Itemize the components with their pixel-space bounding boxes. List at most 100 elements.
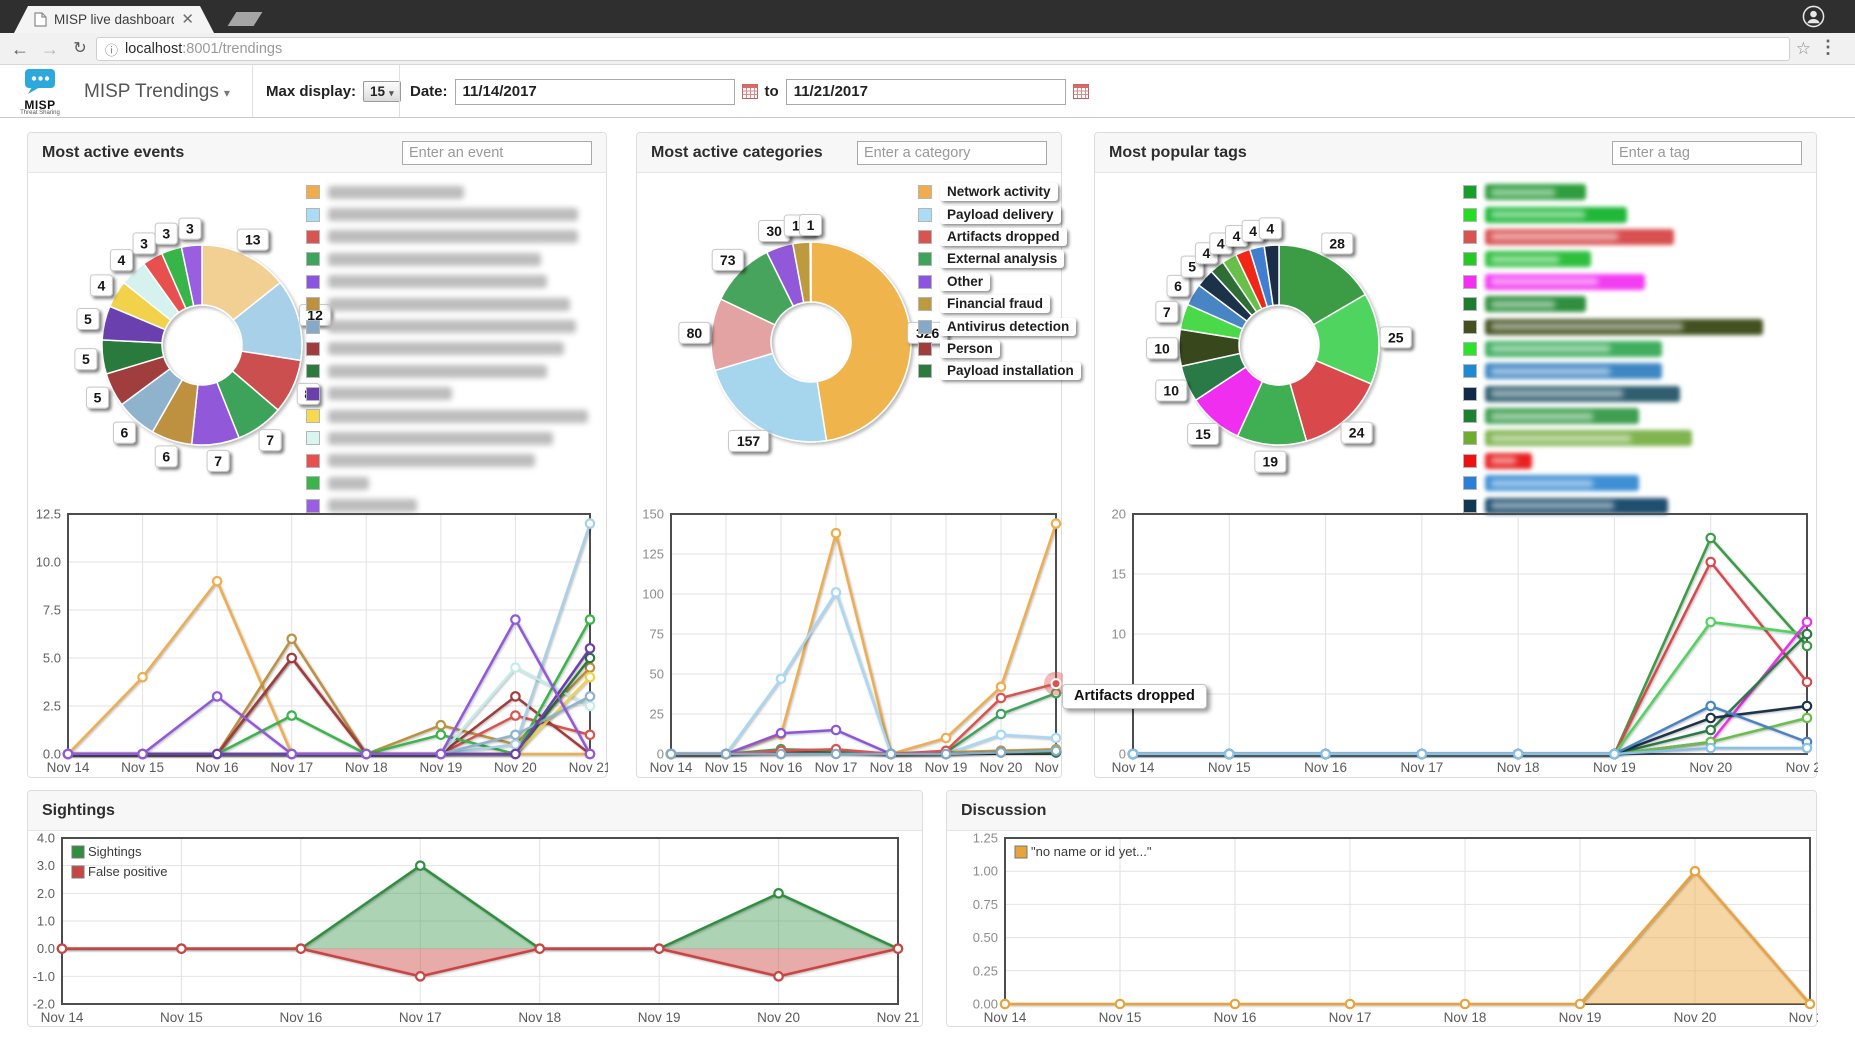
new-tab-button[interactable] <box>227 12 263 26</box>
legend-item[interactable] <box>1463 450 1763 472</box>
chart-point[interactable] <box>584 748 596 760</box>
donut-slice[interactable] <box>1278 244 1367 326</box>
legend-item[interactable] <box>1463 203 1763 225</box>
legend-item[interactable] <box>1463 293 1763 315</box>
chart-point[interactable] <box>1705 712 1717 724</box>
category-filter-input[interactable] <box>857 140 1047 165</box>
chart-point[interactable] <box>1344 998 1356 1010</box>
event-filter-input[interactable] <box>402 140 592 165</box>
date-to-input[interactable] <box>785 78 1066 105</box>
chart-point[interactable] <box>1801 742 1813 754</box>
legend-item[interactable] <box>306 405 588 427</box>
legend-item[interactable] <box>1463 427 1763 449</box>
profile-icon[interactable] <box>1802 5 1825 28</box>
chart-point[interactable] <box>62 748 74 760</box>
legend-item[interactable]: Payload installation <box>918 360 1081 382</box>
chart-point[interactable] <box>1801 628 1813 640</box>
legend-item[interactable] <box>306 450 588 472</box>
chart-point[interactable] <box>775 748 787 760</box>
chart-point[interactable] <box>510 729 521 741</box>
legend-item[interactable] <box>306 383 588 405</box>
chart-point[interactable] <box>995 729 1007 741</box>
legend-item[interactable] <box>306 271 588 293</box>
tag-filter-input[interactable] <box>1612 140 1802 165</box>
chart-point[interactable] <box>211 748 223 760</box>
chart-point[interactable] <box>584 671 596 683</box>
chart-point[interactable] <box>584 700 596 712</box>
chart-point[interactable] <box>286 633 298 645</box>
legend-item[interactable]: Other <box>918 271 1081 293</box>
chart-point[interactable] <box>830 748 842 760</box>
legend-item[interactable] <box>306 338 588 360</box>
chart-point[interactable] <box>286 710 298 721</box>
chart-point[interactable] <box>1804 998 1816 1010</box>
chart-point[interactable] <box>995 681 1007 693</box>
page-info-icon[interactable]: ⓘ <box>105 42 119 58</box>
chart-point[interactable] <box>1705 742 1717 754</box>
chart-point[interactable] <box>510 710 521 721</box>
chart-point[interactable] <box>584 518 596 529</box>
forward-button[interactable]: → <box>41 39 59 59</box>
legend-item[interactable]: Financial fraud <box>918 293 1081 315</box>
donut-slice[interactable] <box>1263 244 1280 307</box>
chart-point[interactable] <box>830 587 842 598</box>
calendar-icon[interactable] <box>1072 84 1089 99</box>
chart-point[interactable] <box>1801 712 1813 724</box>
chart-point[interactable] <box>1320 748 1331 760</box>
browser-tab[interactable]: MISP live dashboard ✕ <box>14 6 214 33</box>
chart-point[interactable] <box>1801 640 1813 652</box>
chart-point[interactable] <box>1705 556 1717 568</box>
legend-item[interactable] <box>306 427 588 449</box>
url-bar[interactable]: ⓘ localhost:8001/trendings <box>96 37 1790 61</box>
chart-point[interactable] <box>1705 616 1717 628</box>
legend-item[interactable] <box>306 203 588 225</box>
tab-close-icon[interactable]: ✕ <box>181 11 194 28</box>
legend-item[interactable] <box>1463 181 1763 203</box>
chart-point[interactable] <box>534 943 546 954</box>
donut-slice[interactable] <box>180 244 203 307</box>
legend-item[interactable] <box>1463 248 1763 270</box>
chart-point[interactable] <box>775 673 787 685</box>
chart-point[interactable] <box>1050 745 1062 757</box>
chart-point[interactable] <box>510 614 521 625</box>
chart-point[interactable] <box>885 748 897 760</box>
chart-point[interactable] <box>1705 532 1717 544</box>
legend-item[interactable] <box>306 472 588 494</box>
chart-point[interactable] <box>1801 676 1813 688</box>
chart-point[interactable] <box>1705 700 1717 712</box>
legend-item[interactable]: Network activity <box>918 181 1081 203</box>
misp-logo[interactable]: MISP Threat Sharing <box>14 68 66 116</box>
legend-item[interactable] <box>1463 472 1763 494</box>
chart-point[interactable] <box>995 708 1007 720</box>
legend-item[interactable] <box>1463 338 1763 360</box>
donut-slice[interactable] <box>810 241 912 442</box>
legend-item[interactable] <box>1463 360 1763 382</box>
legend-item[interactable]: Payload delivery <box>918 203 1081 225</box>
chart-point[interactable] <box>1512 748 1524 760</box>
chart-point[interactable] <box>665 748 677 760</box>
chart-point[interactable] <box>435 719 447 731</box>
chart-point[interactable] <box>56 943 68 954</box>
chart-point[interactable] <box>584 652 596 664</box>
chart-point[interactable] <box>653 943 665 954</box>
chart-point[interactable] <box>720 748 732 760</box>
chart-point[interactable] <box>510 748 521 760</box>
chart-point[interactable] <box>1574 998 1586 1010</box>
chart-point[interactable] <box>211 575 223 587</box>
reload-button[interactable]: ↻ <box>73 40 87 57</box>
legend-item[interactable] <box>1463 494 1763 516</box>
legend-item[interactable] <box>306 181 588 203</box>
legend-item[interactable] <box>306 494 588 516</box>
chart-point[interactable] <box>137 671 148 683</box>
chart-point[interactable] <box>995 747 1007 758</box>
legend-item[interactable] <box>306 226 588 248</box>
chart-point[interactable] <box>775 727 787 739</box>
chart-point[interactable] <box>510 691 521 702</box>
chart-point[interactable] <box>510 739 521 750</box>
chart-point[interactable] <box>176 943 187 954</box>
chart-point[interactable] <box>1050 518 1062 529</box>
max-display-select[interactable]: 15 ▾ <box>363 81 401 102</box>
chart-point[interactable] <box>584 662 596 673</box>
chart-point[interactable] <box>360 748 372 760</box>
chart-point[interactable] <box>510 662 521 673</box>
